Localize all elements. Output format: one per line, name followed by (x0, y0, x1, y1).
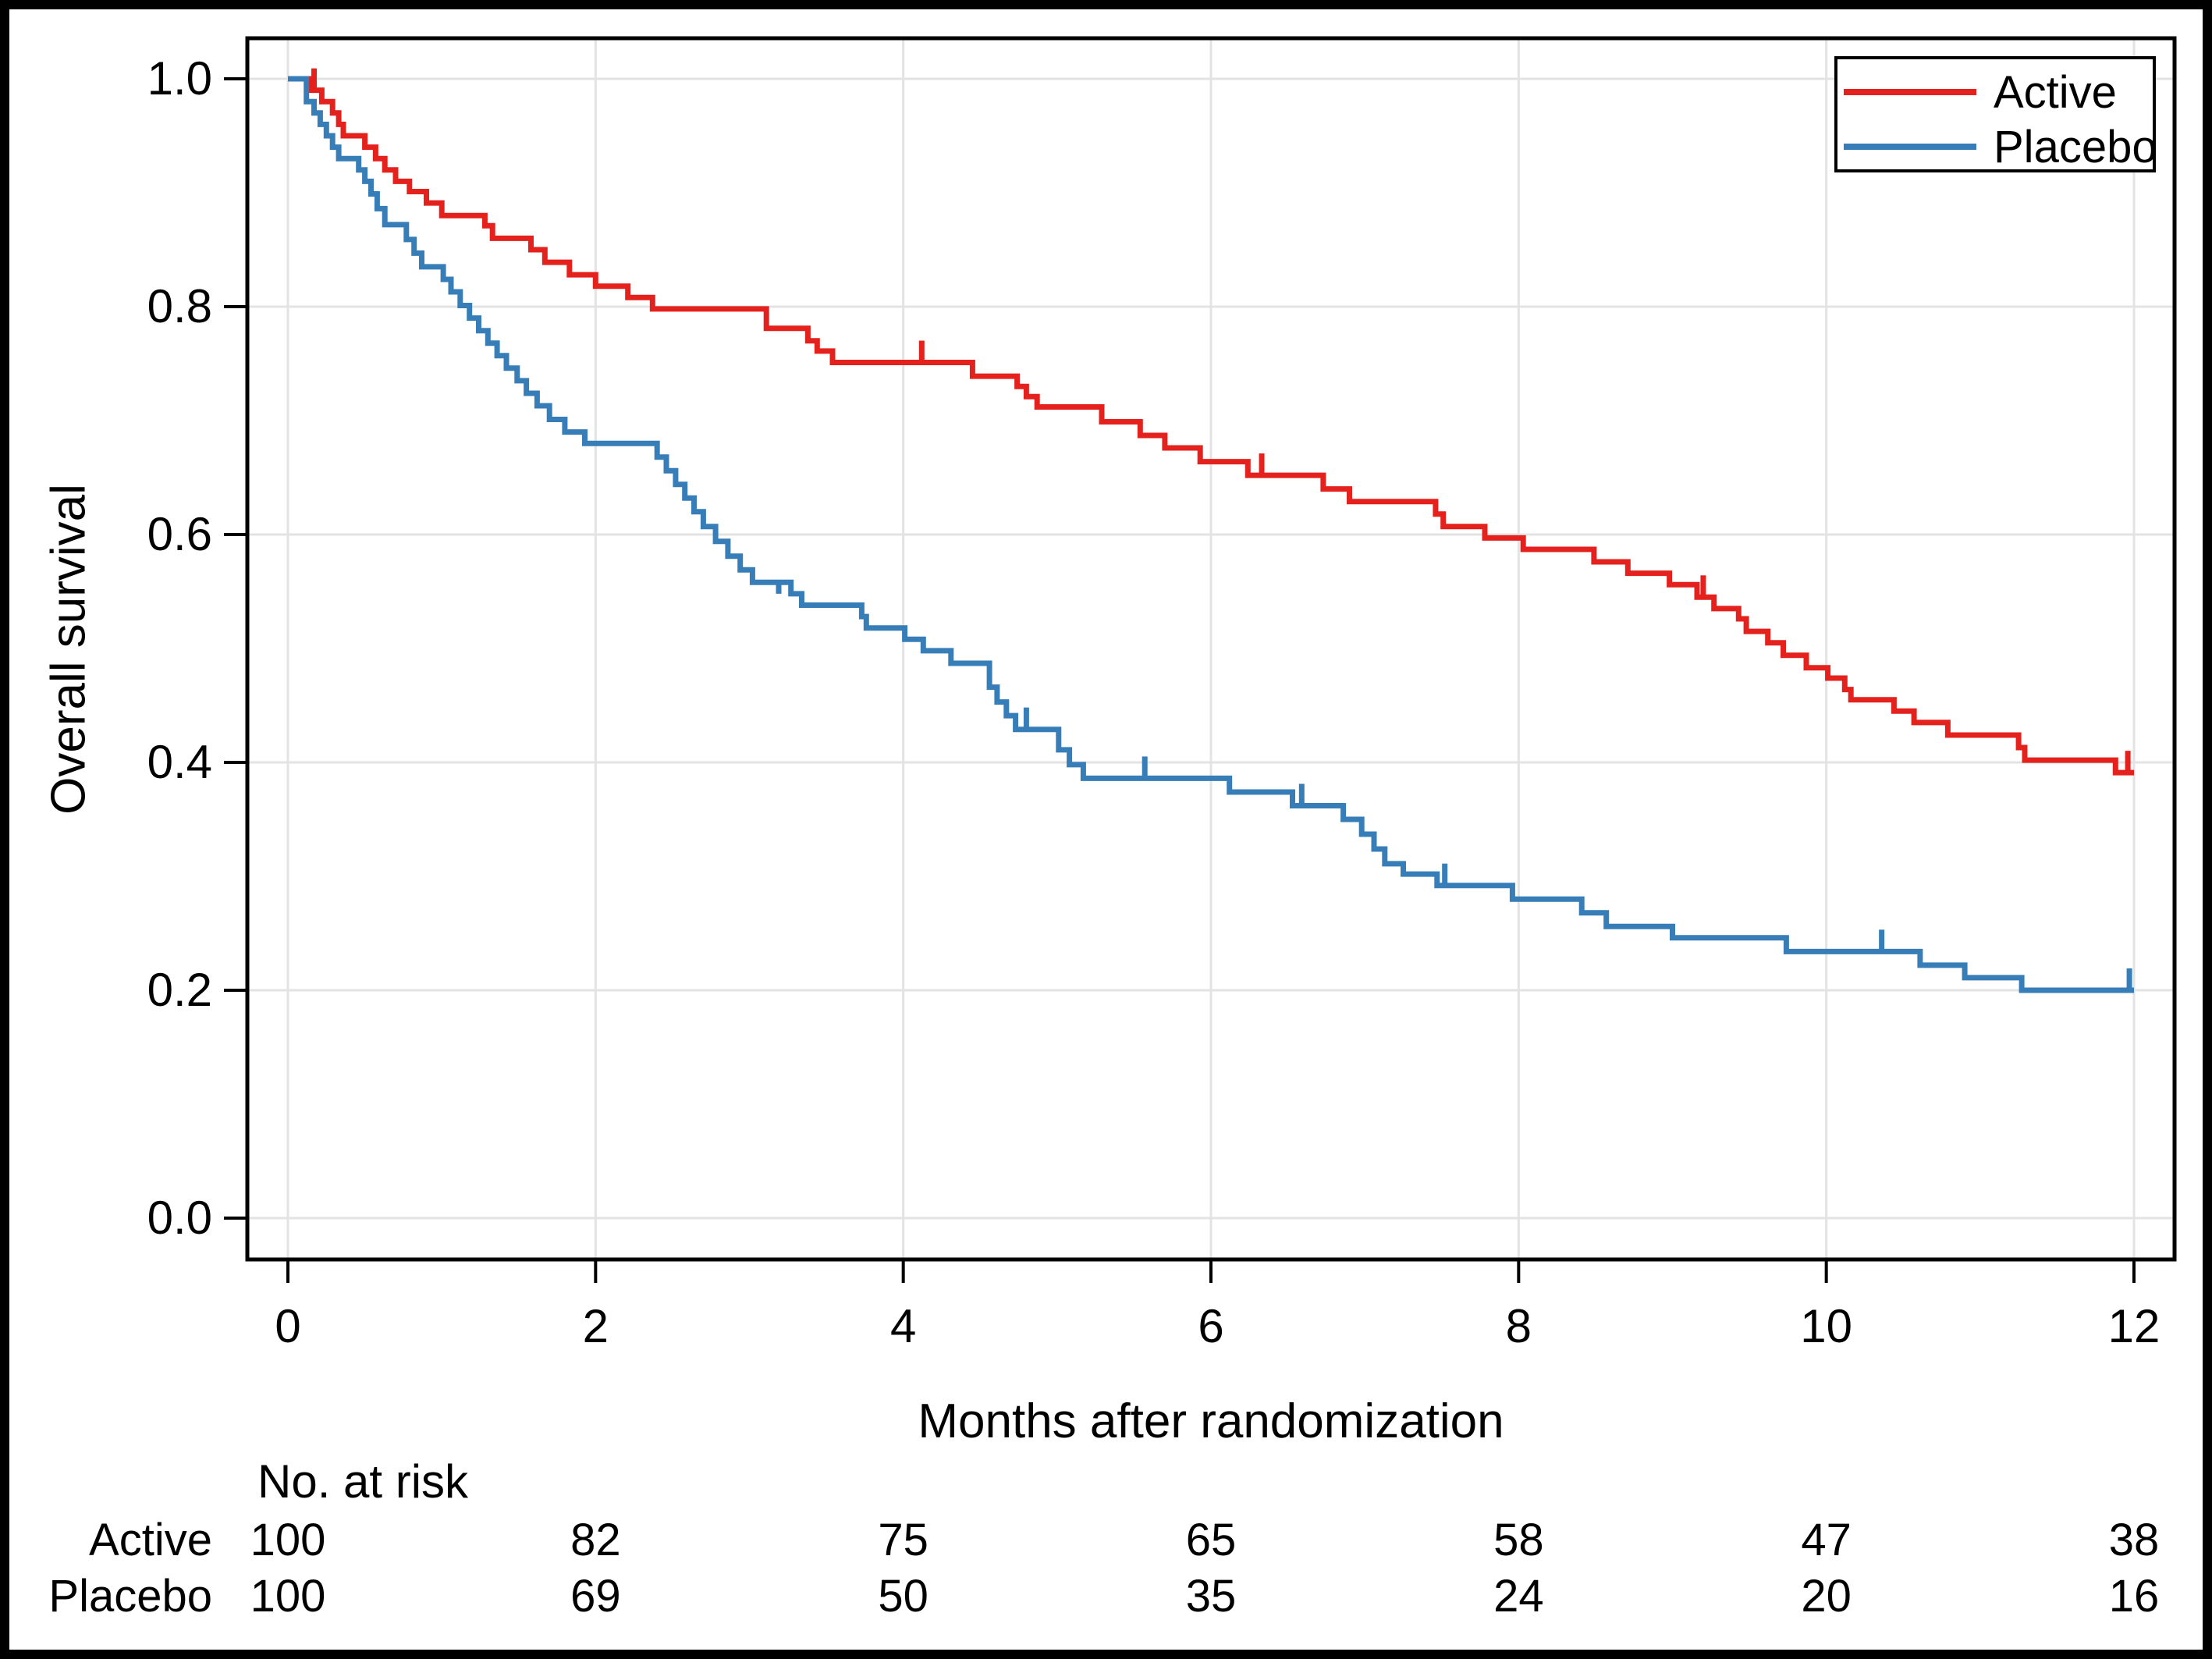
risk-count-active-t0: 100 (250, 1515, 326, 1565)
risk-count-active-t12: 38 (2108, 1515, 2160, 1565)
km-curve-placebo (288, 76, 2134, 993)
risk-count-placebo-t12: 16 (2108, 1571, 2160, 1622)
risk-row-label-active: Active (89, 1515, 212, 1565)
x-tick-label-10: 10 (1800, 1300, 1853, 1352)
legend-item-placebo: Placebo (1837, 122, 2157, 172)
placebo-line-swatch (1844, 144, 1976, 150)
risk-count-placebo-t2: 69 (570, 1571, 621, 1622)
x-tick-label-12: 12 (2107, 1300, 2161, 1352)
risk-count-placebo-t8: 24 (1493, 1571, 1544, 1622)
risk-count-active-t6: 65 (1185, 1515, 1237, 1565)
risk-count-active-t8: 58 (1493, 1515, 1544, 1565)
x-tick-label-4: 4 (889, 1300, 917, 1352)
km-curve-active (288, 76, 2134, 776)
legend-label-active: Active (1994, 66, 2117, 118)
y-tick-label-0.4: 0.4 (147, 736, 212, 788)
legend: Active Placebo (1834, 56, 2157, 172)
risk-row-label-placebo: Placebo (48, 1571, 212, 1622)
risk-count-placebo-t10: 20 (1801, 1571, 1852, 1622)
risk-count-placebo-t0: 100 (250, 1571, 326, 1622)
y-tick-label-0.2: 0.2 (147, 964, 212, 1016)
y-tick-label-1.0: 1.0 (147, 52, 212, 105)
y-tick-label-0.6: 0.6 (147, 508, 212, 560)
active-line-swatch (1844, 89, 1976, 95)
x-tick-label-6: 6 (1198, 1300, 1224, 1352)
x-tick-label-8: 8 (1505, 1300, 1532, 1352)
legend-label-placebo: Placebo (1994, 121, 2157, 172)
risk-count-active-t4: 75 (878, 1515, 928, 1565)
y-tick-label-0.0: 0.0 (147, 1192, 212, 1244)
x-tick-label-0: 0 (275, 1300, 301, 1352)
risk-count-active-t2: 82 (570, 1515, 621, 1565)
x-axis-title: Months after randomization (918, 1394, 1504, 1448)
risk-count-active-t10: 47 (1801, 1515, 1852, 1565)
risk-count-placebo-t4: 50 (878, 1571, 928, 1622)
risk-table-header: No. at risk (257, 1455, 469, 1508)
y-tick-label-0.8: 0.8 (147, 280, 212, 332)
x-tick-label-2: 2 (582, 1300, 609, 1352)
legend-item-active: Active (1837, 67, 2153, 118)
risk-count-placebo-t6: 35 (1185, 1571, 1237, 1622)
